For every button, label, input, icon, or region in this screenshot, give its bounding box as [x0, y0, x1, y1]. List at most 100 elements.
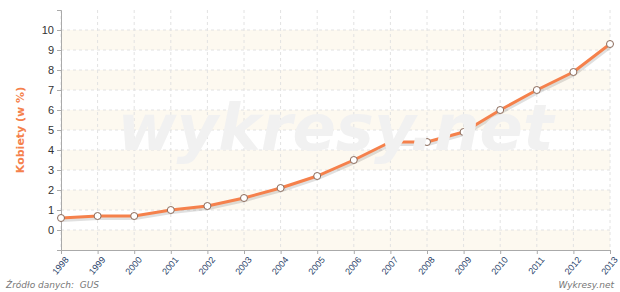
x-tick-mark: [537, 250, 538, 254]
y-tick-mark: [57, 210, 61, 211]
y-tick: 4: [48, 144, 61, 156]
series: [58, 41, 614, 222]
y-tick-label: 0: [48, 224, 54, 236]
marker: [607, 41, 614, 48]
grid-line: [573, 10, 574, 250]
plot: 0 1 2 3 4 5 6 7 8 9 10 1998 1999 2000 2001 2002 2003 2004…: [42, 10, 620, 277]
y-axis: 0 1 2 3 4 5 6 7 8 9 10: [42, 11, 62, 251]
y-tick: 1: [48, 204, 61, 216]
y-tick-mark: [57, 190, 61, 191]
x-tick-label: 2002: [197, 255, 218, 277]
x-tick-mark: [427, 250, 428, 254]
source: Źródło danych: GUS: [5, 279, 99, 290]
x-tick-mark: [610, 250, 611, 254]
y-tick-mark: [57, 110, 61, 111]
y-tick-mark: [57, 70, 61, 71]
marker: [241, 195, 248, 202]
x-tick-label: 1998: [50, 255, 71, 277]
marker: [277, 185, 284, 192]
x-tick-mark: [171, 250, 172, 254]
watermark: wykresy.net: [117, 91, 556, 165]
y-axis-title: Kobiety (w %): [14, 87, 27, 173]
y-tick-mark: [57, 90, 61, 91]
x-tick-label: 2001: [160, 255, 181, 277]
x-tick-label: 2008: [416, 255, 437, 277]
marker: [167, 207, 174, 214]
x-tick-label: 2009: [453, 255, 474, 277]
band: [61, 230, 610, 250]
y-tick-label: 2: [48, 184, 54, 196]
x-tick-mark: [207, 250, 208, 254]
x-tick: 2000: [123, 250, 144, 277]
x-tick-label: 2010: [489, 255, 510, 277]
x-axis: 1998 1999 2000 2001 2002 2003 2004 2005 2006 2007…: [50, 250, 620, 277]
y-tick-mark: [57, 230, 61, 231]
x-tick: 2005: [306, 250, 327, 277]
y-tick: 10: [42, 24, 61, 36]
grid-line: [61, 230, 610, 231]
x-tick-label: 2000: [123, 255, 144, 277]
x-tick: 2004: [270, 250, 291, 277]
y-tick-mark: [57, 30, 61, 31]
y-tick: 5: [48, 124, 61, 136]
x-tick: 2006: [343, 250, 364, 277]
y-tick-mark: [57, 150, 61, 151]
y-tick-label: 1: [48, 204, 54, 216]
y-tick-label: 10: [42, 24, 54, 36]
y-tick-label: 3: [48, 164, 54, 176]
x-tick: 2009: [453, 250, 474, 277]
x-tick-label: 2013: [599, 255, 620, 277]
y-tick-label: 6: [48, 104, 54, 116]
x-tick-label: 2003: [233, 255, 254, 277]
grid-line: [61, 30, 610, 31]
x-tick: 2002: [197, 250, 218, 277]
chart: 0 1 2 3 4 5 6 7 8 9 10 1998 1999 2000 2001 2002 2003 2004…: [0, 0, 620, 292]
band: [61, 30, 610, 50]
x-tick: 2011: [526, 250, 546, 276]
x-tick: 2008: [416, 250, 437, 277]
y-tick: 3: [48, 164, 61, 176]
y-tick: 9: [48, 44, 61, 56]
y-tick-label: 7: [48, 84, 54, 96]
y-tick: 8: [48, 64, 61, 76]
y-tick-label: 8: [48, 64, 54, 76]
line: [61, 44, 610, 218]
x-tick: 2010: [489, 250, 510, 277]
y-tick-label: 4: [48, 144, 54, 156]
marker: [131, 213, 138, 220]
grid-line: [61, 50, 610, 51]
y-tick: 2: [48, 184, 61, 196]
y-tick-mark: [57, 130, 61, 131]
line-shadow: [62, 46, 611, 220]
x-tick-mark: [390, 250, 391, 254]
x-tick-mark: [61, 250, 62, 254]
x-tick: 1998: [50, 250, 71, 277]
y-tick: 6: [48, 104, 61, 116]
y-tick: 7: [48, 84, 61, 96]
marker: [94, 213, 101, 220]
x-tick-mark: [281, 250, 282, 254]
bands: [61, 30, 610, 250]
x-tick: 2013: [599, 250, 620, 277]
x-tick: 2007: [380, 250, 401, 277]
x-tick-label: 2006: [343, 255, 364, 277]
x-tick-mark: [98, 250, 99, 254]
marker: [204, 203, 211, 210]
x-tick-mark: [573, 250, 574, 254]
y-tick: 0: [48, 224, 61, 236]
y-tick-mark: [57, 170, 61, 171]
x-tick-mark: [244, 250, 245, 254]
grid-line: [61, 190, 610, 191]
y-tick-label: 5: [48, 124, 54, 136]
x-tick-label: 1999: [87, 255, 108, 277]
x-tick-label: 2005: [306, 255, 327, 277]
x-axis-line: [62, 251, 611, 255]
y-tick-mark: [57, 50, 61, 51]
x-tick-mark: [134, 250, 135, 254]
x-tick-label: 2011: [526, 255, 546, 276]
credit: Wykresy.net: [558, 280, 614, 290]
x-tick-label: 2007: [380, 255, 401, 277]
marker: [314, 173, 321, 180]
x-tick-label: 2012: [563, 255, 584, 277]
grid: [61, 10, 610, 250]
